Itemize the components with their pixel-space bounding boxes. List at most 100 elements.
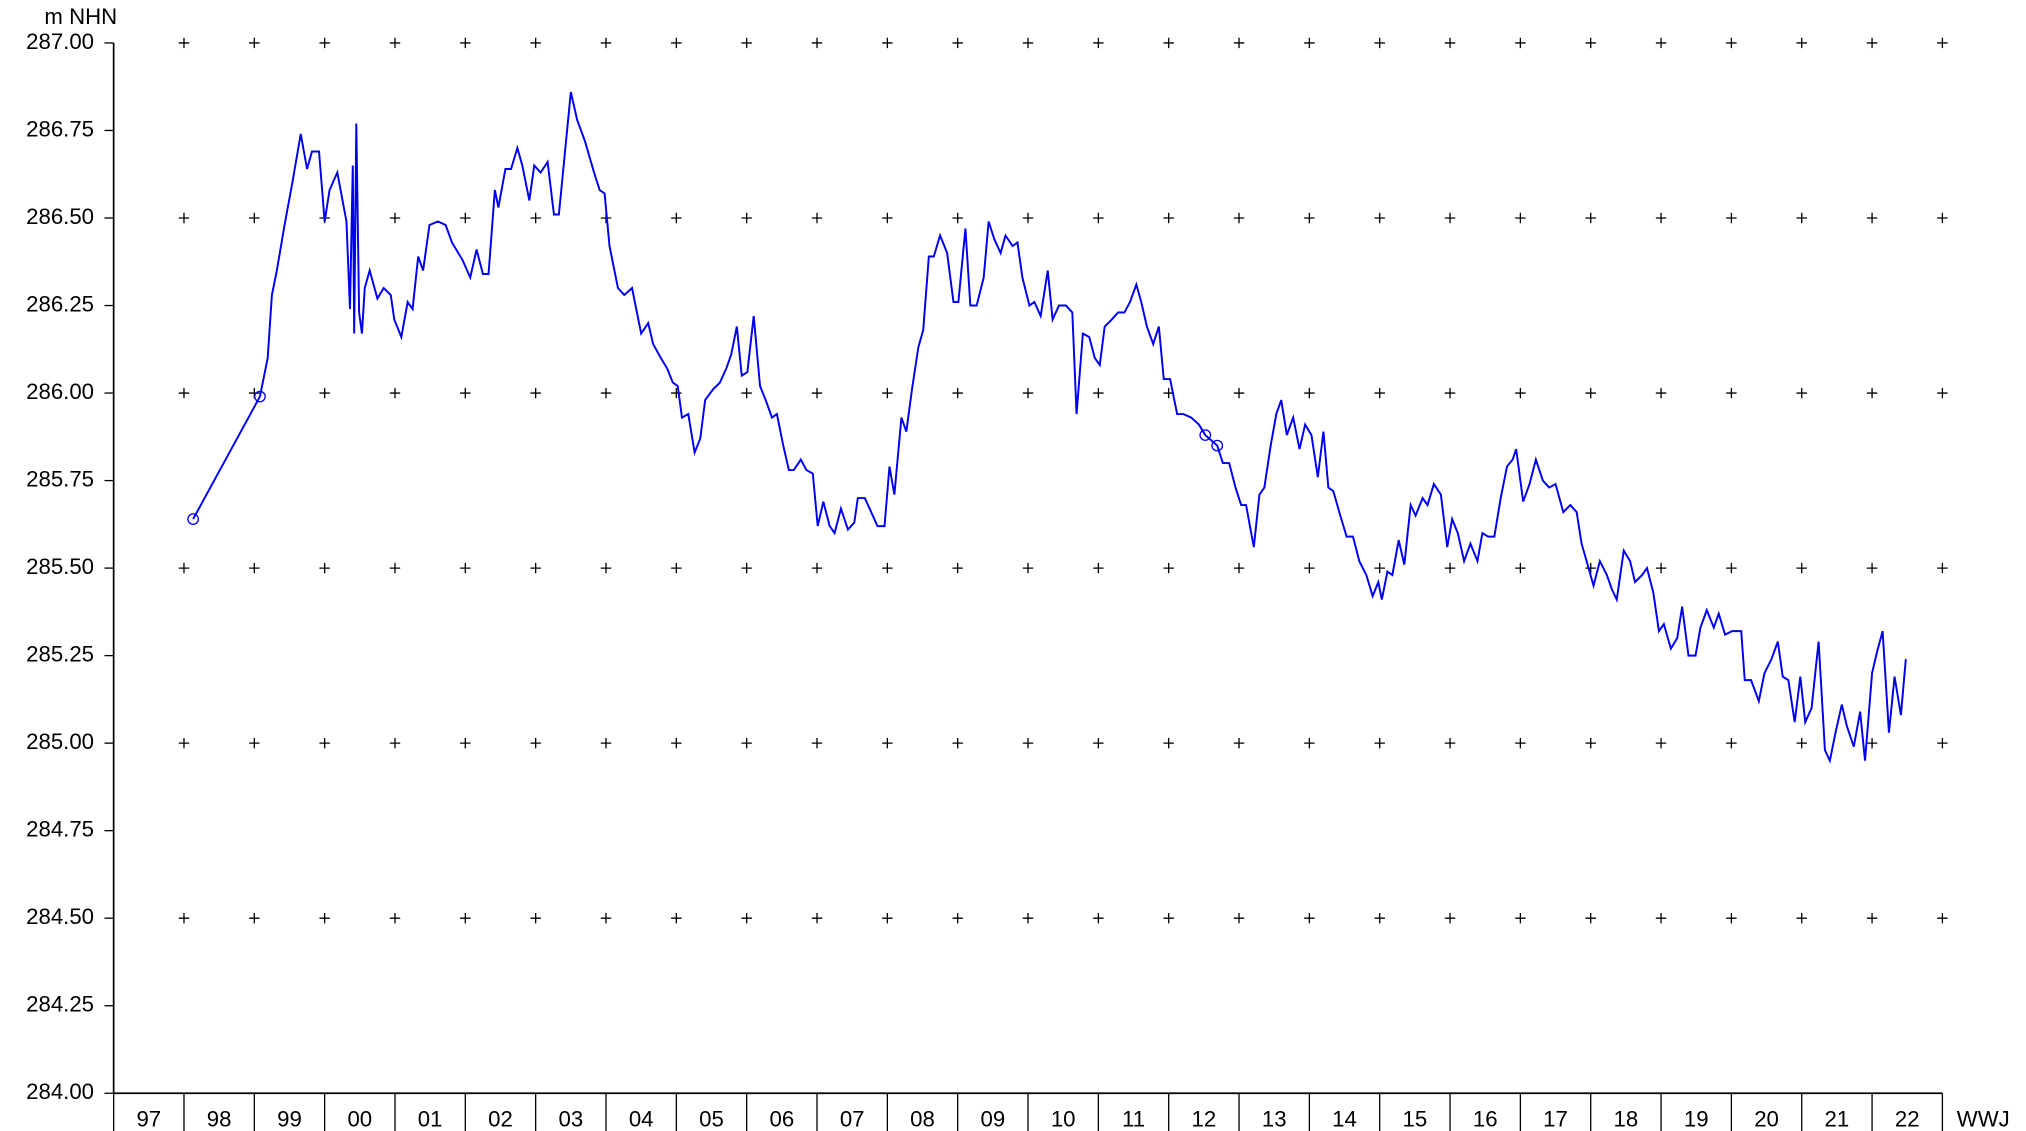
grid-plus	[1515, 912, 1526, 924]
x-tick-label: 97	[136, 1106, 161, 1131]
grid-plus	[741, 212, 752, 224]
grid-plus	[178, 387, 190, 399]
grid-plus	[530, 37, 541, 49]
grid-plus	[460, 562, 471, 574]
x-tick-label: 10	[1051, 1106, 1076, 1131]
grid-plus	[249, 912, 260, 924]
grid-plus	[1515, 562, 1526, 574]
grid-plus	[882, 387, 893, 399]
grid-plus	[952, 912, 963, 924]
x-tick-label: 98	[207, 1106, 232, 1131]
x-tick-label: 21	[1825, 1106, 1850, 1131]
grid-plus	[1655, 387, 1667, 399]
grid-plus	[1233, 212, 1245, 224]
grid-plus	[600, 912, 612, 924]
grid-plus	[1233, 737, 1245, 749]
grid-plus	[1726, 37, 1737, 49]
grid-plus	[1726, 387, 1737, 399]
x-tick-label: 07	[840, 1106, 865, 1131]
grid-plus	[1304, 387, 1315, 399]
x-tick-label: 12	[1192, 1106, 1217, 1131]
x-tick-label: 03	[558, 1106, 583, 1131]
grid-plus	[1585, 387, 1596, 399]
x-tick-label: 16	[1473, 1106, 1498, 1131]
grid-plus	[1796, 737, 1807, 749]
grid-plus	[741, 737, 752, 749]
x-tick-label: 13	[1262, 1106, 1287, 1131]
x-tick-label: 11	[1122, 1106, 1145, 1131]
grid-plus	[1515, 37, 1526, 49]
x-tick-label: 08	[910, 1106, 935, 1131]
y-axis-label: m NHN	[44, 4, 117, 29]
grid-plus	[389, 37, 401, 49]
grid-plus	[1093, 562, 1104, 574]
grid-plus	[952, 737, 963, 749]
grid-plus	[1374, 737, 1385, 749]
grid-plus	[1937, 37, 1948, 49]
grid-plus	[1796, 212, 1807, 224]
grid-plus	[1444, 737, 1456, 749]
grid-plus	[1585, 37, 1596, 49]
grid-plus	[671, 737, 682, 749]
y-tick-label: 286.00	[26, 379, 94, 404]
y-tick-label: 285.00	[26, 729, 94, 754]
grid-plus	[1796, 562, 1807, 574]
grid-plus	[1796, 37, 1807, 49]
grid-plus	[1093, 737, 1104, 749]
grid-plus	[178, 212, 190, 224]
grid-plus	[1304, 37, 1315, 49]
x-tick-label: 04	[629, 1106, 654, 1131]
grid-plus	[460, 737, 471, 749]
grid-plus	[460, 37, 471, 49]
grid-plus	[1304, 562, 1315, 574]
grid-plus	[1866, 37, 1878, 49]
grid-plus	[811, 912, 823, 924]
grid-plus	[1655, 737, 1667, 749]
grid-plus	[1937, 212, 1948, 224]
grid-plus	[1163, 562, 1174, 574]
grid-plus	[389, 387, 401, 399]
grid-plus	[1022, 562, 1034, 574]
grid-plus	[178, 912, 190, 924]
x-tick-label: 18	[1614, 1106, 1639, 1131]
grid-plus	[1374, 912, 1385, 924]
grid-plus	[1726, 212, 1737, 224]
x-tick-label: 19	[1684, 1106, 1709, 1131]
grid-plus	[671, 912, 682, 924]
grid-plus	[1866, 737, 1878, 749]
grid-plus	[1866, 387, 1878, 399]
grid-plus	[1585, 562, 1596, 574]
x-tick-label: 06	[769, 1106, 794, 1131]
grid-plus	[600, 387, 612, 399]
grid-plus	[952, 212, 963, 224]
grid-plus	[1866, 562, 1878, 574]
grid-plus	[389, 212, 401, 224]
grid-plus	[1937, 737, 1948, 749]
grid-plus	[1726, 912, 1737, 924]
grid-plus	[1093, 212, 1104, 224]
y-tick-label: 284.25	[26, 992, 94, 1017]
grid-plus	[389, 737, 401, 749]
grid-plus	[741, 37, 752, 49]
grid-plus	[530, 562, 541, 574]
grid-plus	[1866, 212, 1878, 224]
grid-plus	[1444, 912, 1456, 924]
x-tick-label: 01	[418, 1106, 443, 1131]
grid-plus	[882, 562, 893, 574]
grid-plus	[1444, 387, 1456, 399]
grid-plus	[811, 387, 823, 399]
grid-plus	[249, 562, 260, 574]
grid-plus	[1655, 37, 1667, 49]
grid-plus	[530, 737, 541, 749]
grid-plus	[1585, 212, 1596, 224]
grid-plus	[882, 912, 893, 924]
grid-plus	[249, 37, 260, 49]
grid-plus	[952, 387, 963, 399]
grid-plus	[1515, 737, 1526, 749]
y-tick-label: 285.75	[26, 466, 94, 491]
grid-plus	[1233, 562, 1245, 574]
grid-plus	[1233, 37, 1245, 49]
grid-plus	[1374, 562, 1385, 574]
x-tick-label: 20	[1754, 1106, 1779, 1131]
